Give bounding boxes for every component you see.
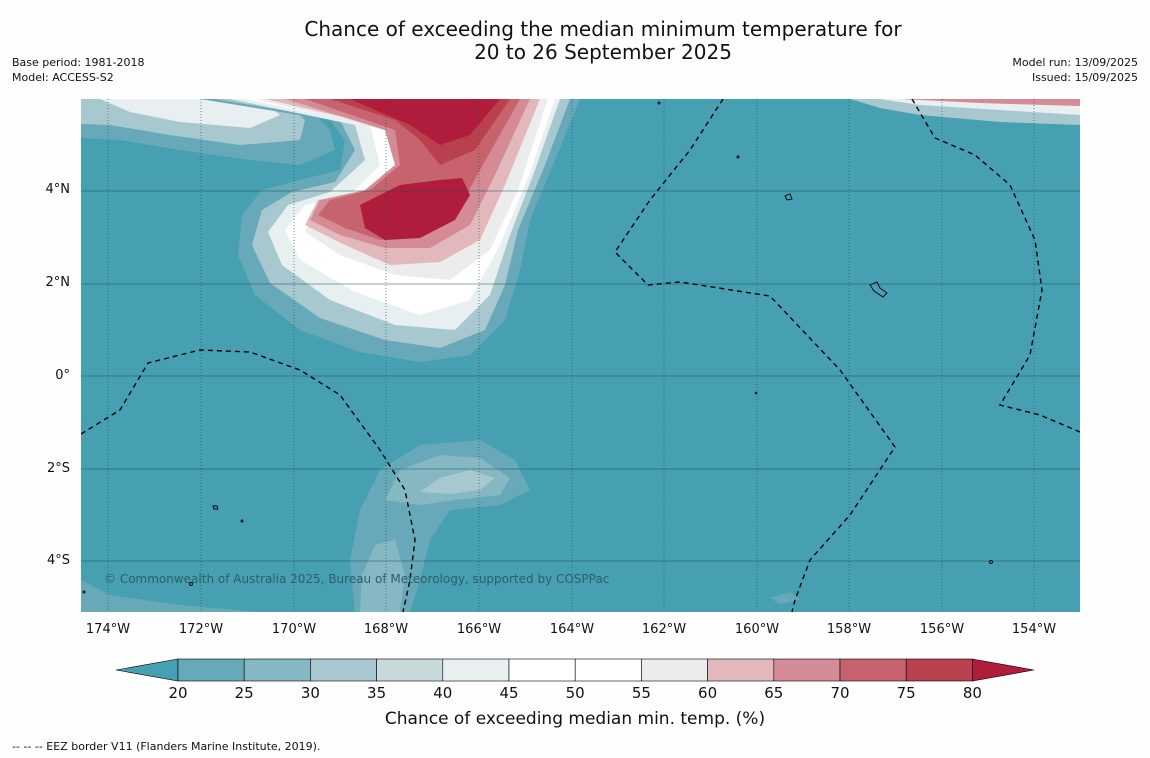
colorbar-under-arrow [115, 658, 179, 682]
lon-label: 160°W [734, 622, 780, 637]
lon-label: 162°W [641, 622, 687, 637]
colorbar-tick-label: 30 [300, 684, 320, 702]
title-line-2: 20 to 26 September 2025 [474, 40, 732, 64]
colorbar-tick-label: 35 [367, 684, 387, 702]
colorbar-segment [574, 658, 642, 682]
eez-footnote: -- -- -- EEZ border V11 (Flanders Marine… [12, 740, 321, 753]
lon-label: 170°W [271, 622, 317, 637]
lon-label: 164°W [549, 622, 595, 637]
lon-label: 154°W [1011, 622, 1057, 637]
colorbar-over-arrow [972, 658, 1035, 682]
colorbar-tick-label: 20 [168, 684, 188, 702]
colorbar-tick-label: 80 [962, 684, 982, 702]
lon-label: 156°W [919, 622, 965, 637]
model-text: Model: ACCESS-S2 [12, 71, 114, 84]
model-info: Base period: 1981-2018 Model: ACCESS-S2 [12, 55, 144, 85]
graticule-lines [81, 99, 1080, 612]
lat-label: 0° [55, 368, 70, 383]
eez-borders [81, 99, 1080, 612]
colorbar-segment [243, 658, 311, 682]
model-run-text: Model run: 13/09/2025 [1012, 56, 1138, 69]
colorbar-segment [310, 658, 377, 682]
colorbar-segment [641, 658, 708, 682]
colorbar [115, 658, 1035, 682]
copyright-notice: © Commonwealth of Australia 2025, Bureau… [104, 572, 610, 586]
colorbar-tick-label: 65 [764, 684, 784, 702]
lon-label: 166°W [456, 622, 502, 637]
lat-label: 2°N [45, 275, 71, 290]
map-field [81, 99, 1080, 612]
colorbar-label: Chance of exceeding median min. temp. (%… [384, 709, 766, 729]
colorbar-tick-label: 60 [698, 684, 718, 702]
colorbar-tick-label: 70 [830, 684, 850, 702]
lon-label: 172°W [178, 622, 224, 637]
colorbar-segment [442, 658, 510, 682]
run-info: Model run: 13/09/2025 Issued: 15/09/2025 [1012, 55, 1138, 85]
colorbar-segment [905, 658, 973, 682]
colorbar-segment [839, 658, 907, 682]
colorbar-tick-label: 55 [631, 684, 651, 702]
lon-label: 174°W [85, 622, 131, 637]
islands [82, 101, 993, 594]
colorbar-tick-label: 25 [234, 684, 254, 702]
colorbar-segment [707, 658, 775, 682]
colorbar-tick-label: 40 [433, 684, 453, 702]
colorbar-segment [773, 658, 841, 682]
lon-label: 158°W [826, 622, 872, 637]
base-period-text: Base period: 1981-2018 [12, 56, 145, 69]
colorbar-tick-label: 45 [499, 684, 519, 702]
lat-label: 2°S [46, 461, 70, 476]
lat-label: 4°N [45, 182, 71, 197]
colorbar-tick-label: 50 [565, 684, 585, 702]
colorbar-tick-label: 75 [896, 684, 916, 702]
colorbar-segment [508, 658, 576, 682]
colorbar-segment [376, 658, 444, 682]
lon-label: 168°W [363, 622, 409, 637]
title-line-1: Chance of exceeding the median minimum t… [304, 17, 902, 41]
map-title: Chance of exceeding the median minimum t… [0, 18, 1150, 64]
colorbar-segment [177, 658, 245, 682]
map-background [81, 99, 1080, 612]
lat-label: 4°S [46, 553, 70, 568]
issued-text: Issued: 15/09/2025 [1031, 71, 1138, 84]
